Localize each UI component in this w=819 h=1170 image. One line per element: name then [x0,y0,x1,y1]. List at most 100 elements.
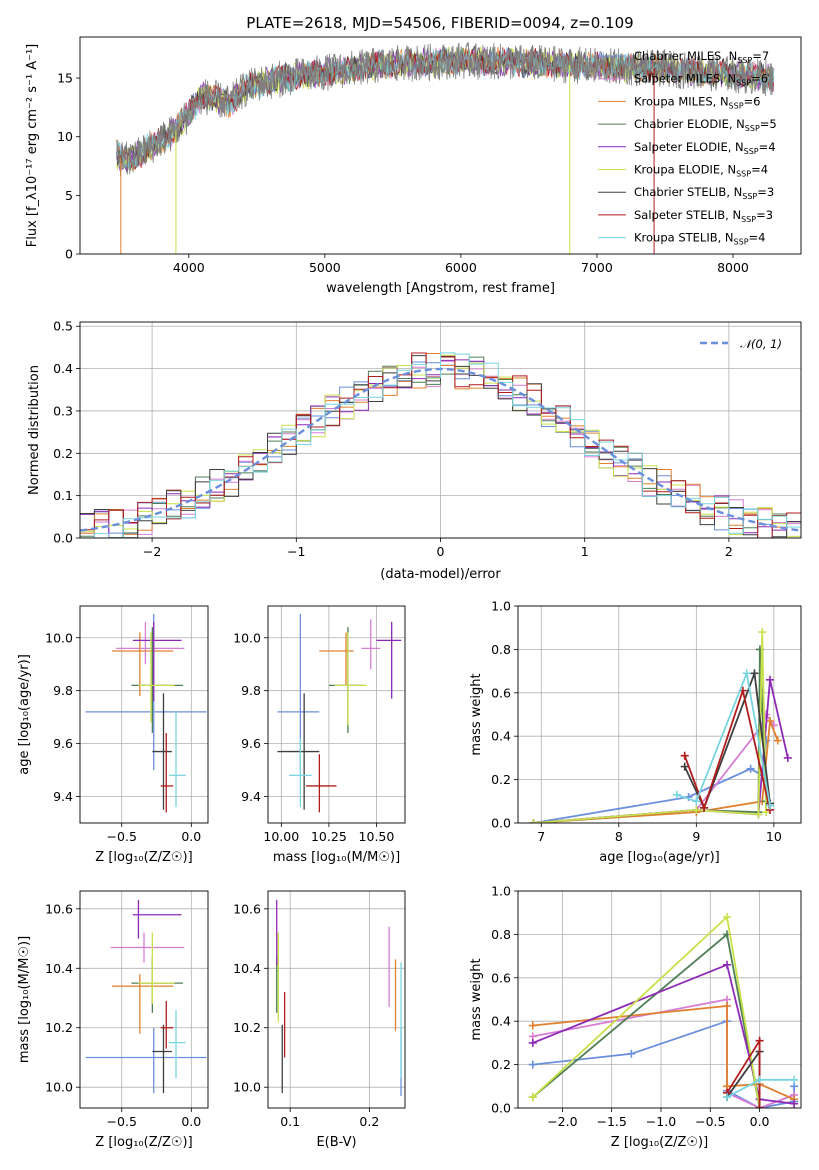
weight-marker [755,1036,764,1045]
x-tick-label: −1.0 [646,1114,676,1129]
weight-marker [755,1104,764,1108]
weight-marker [746,764,755,773]
y-tick-label: 10.0 [233,1080,261,1095]
y-axis-label: mass weight [469,958,484,1040]
errorbar-salpeter-miles [116,621,185,665]
weight-marker [692,797,701,806]
y-axis-label: mass [log₁₀(M/M☉)] [17,936,32,1063]
histogram-steps [80,352,801,538]
x-tick-label: 0.0 [181,829,201,844]
y-tick-label: 10.4 [233,961,261,976]
y-tick-label: 0.2 [491,1057,511,1072]
x-tick-label: 7000 [581,260,613,275]
y-tick-label: 0.1 [53,488,73,503]
x-axis-label: Z [log₁₀(Z/Z☉)] [95,850,192,865]
errorbar-salpeter-elodie [376,621,402,699]
weight-marker [528,1093,537,1102]
y-tick-label: 10.4 [45,961,73,976]
errorbar-kroupa-stelib [288,738,312,808]
weight-series-kroupa-stelib [672,669,774,810]
legend-entry: Chabrier STELIB, NSSP=3 [634,185,774,201]
axes-frame [267,605,406,824]
weight-marker [755,1075,764,1084]
weight-marker [680,762,689,771]
weight-marker [680,751,689,760]
y-tick-label: 0.0 [53,531,73,546]
weight-marker [723,960,732,969]
weight-marker [765,675,774,684]
weight-series-salpeter-miles [529,710,778,823]
x-tick-label: 2 [725,544,733,559]
y-tick-label: 0.2 [53,446,73,461]
y-tick-label: 10.0 [233,630,261,645]
legend-entry: Salpeter MILES, NSSP=6 [634,72,768,88]
legend-entry: 𝒩(0, 1) [740,337,782,351]
histogram-kroupa-stelib [80,352,801,538]
errorbar-salpeter-elodie [132,621,182,702]
y-tick-label: 10.6 [233,901,261,916]
weight-marker [758,628,767,637]
x-tick-label: 0.0 [181,1114,201,1129]
y-tick-label: 10 [57,129,73,144]
y-axis-label: Flux [f_λ10⁻¹⁷ erg cm⁻² s⁻¹ A⁻¹] [25,44,40,248]
weight-marker [723,1093,732,1102]
y-axis-label: mass weight [469,673,484,755]
weight-line [533,712,775,823]
errorbar-salpeter-miles [110,932,185,963]
error-bars [85,899,207,1094]
age-vs-mass-panel: 10.00 10.25 10.50 9.4 9.6 9.8 10.0 mass [log₁₀(… [233,605,406,865]
mass-vs-EBV-panel: 0.1 0.2 10.0 10.2 10.4 10.6 E(B-V) [233,890,406,1150]
y-tick-label: 10.0 [45,630,73,645]
axes-frame [79,890,209,1109]
x-tick-label: 9 [692,829,700,844]
axes-frame [79,36,802,255]
legend-entry: Kroupa MILES, NSSP=6 [634,94,760,110]
y-tick-label: 15 [57,71,73,86]
residual-histogram-panel: −2 −1 0 1 2 0.0 0.1 0.2 0.3 0.4 0.5 (data-model)/er… [27,319,802,582]
y-tick-label: 0.5 [53,319,73,334]
error-bars [277,613,402,813]
normal-reference-curve [80,367,799,532]
x-tick-label: −2.0 [547,1114,577,1129]
x-tick-label: 7 [537,829,545,844]
weight-series-salpeter-elodie [528,960,799,1108]
weight-line [683,687,771,811]
errorbar-chabrier-stelib [152,1024,172,1094]
x-axis-label: mass [log₁₀(M/M☉)] [273,850,400,865]
weight-marker [723,913,732,922]
age-vs-Z-panel: −0.5 0.0 9.4 9.6 9.8 10.0 Z [log₁₀(Z/Z☉)] age [… [17,605,209,865]
weight-vs-age-panel: 7 8 9 10 0.0 0.2 0.4 0.6 0.8 1.0 age [log₁₀(age/yr… [469,599,802,865]
x-tick-label: 4000 [173,260,205,275]
y-tick-label: 0.4 [491,1014,511,1029]
errorbar-salpeter-stelib [160,733,174,813]
y-axis-label: Normed distribution [27,365,42,495]
x-tick-label: 10.25 [311,829,347,844]
weight-marker [627,1049,636,1058]
y-tick-label: 9.4 [53,789,73,804]
weight-marker [692,805,701,814]
errorbar-kroupa-elodie [138,932,175,1004]
x-tick-label: 0.1 [280,1114,300,1129]
weight-line [676,669,771,806]
x-tick-label: 0.0 [750,1114,770,1129]
weight-line [532,963,795,1105]
legend-entry: Chabrier MILES, NSSP=7 [634,49,769,65]
errorbar-salpeter-stelib [160,1000,174,1049]
weight-series-salpeter-elodie [529,675,792,823]
y-tick-label: 10.2 [45,1020,73,1035]
axes-frame [267,890,406,1109]
x-tick-label: −2 [143,544,161,559]
y-tick-label: 0.3 [53,403,73,418]
weight-marker [783,753,792,762]
mass-vs-Z-panel: −0.5 0.0 10.0 10.2 10.4 10.6 Z [log₁₀(Z/Z☉)] ma… [17,890,209,1150]
weight-line [532,998,795,1108]
weight-marker [528,1060,537,1069]
weight-series-kroupa-elodie [529,628,771,823]
weight-marker [672,790,681,799]
x-tick-label: 0.2 [359,1114,379,1129]
errorbar-salpeter-elodie [132,899,182,939]
weight-vs-Z-panel: −2.0 −1.5 −1.0 −0.5 0.0 0.0 0.2 0.4 0.6 0.8 1.0 Z [… [469,884,802,1150]
weight-marker [773,736,782,745]
x-tick-label: 10.00 [263,829,299,844]
